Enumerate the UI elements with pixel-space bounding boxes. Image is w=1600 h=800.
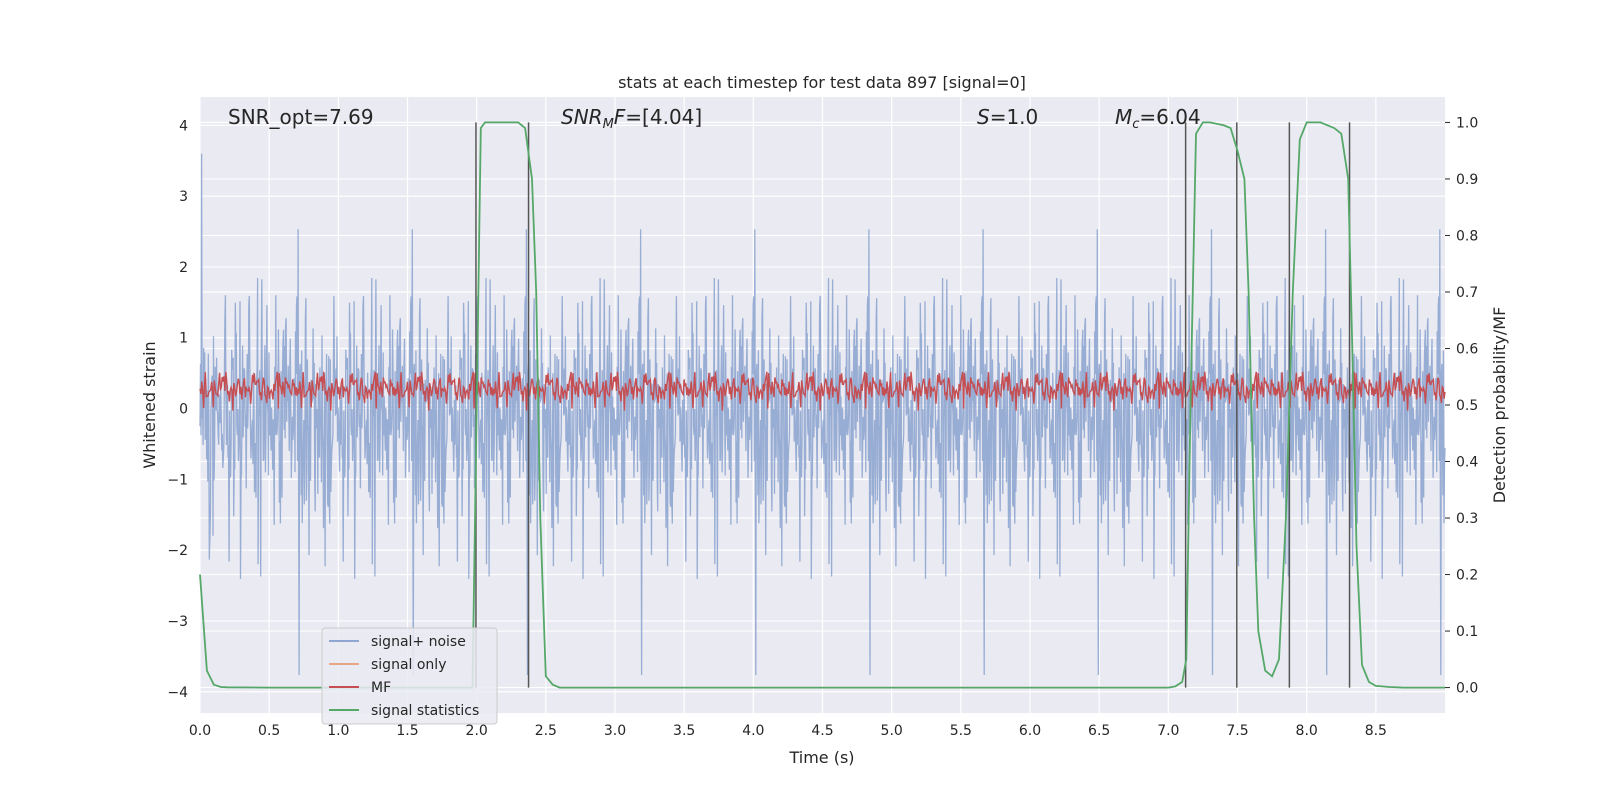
signal-statistics-line <box>199 121 1445 689</box>
y-tick-label: 1 <box>179 331 188 347</box>
x-tick-label: 8.5 <box>1365 723 1387 739</box>
y2-tick-label: 0.1 <box>1456 624 1478 640</box>
y-tick-label: 2 <box>179 260 188 276</box>
y2-tick-label: 0.2 <box>1456 568 1478 584</box>
y2-tick-label: 0.9 <box>1456 172 1478 188</box>
y-tick-label: −4 <box>167 685 188 701</box>
y2-tick-label: 0.8 <box>1456 228 1478 244</box>
x-tick-label: 7.0 <box>1157 723 1179 739</box>
annotation-snr-mf: SNRMF=[4.04] <box>561 105 702 132</box>
y2-tick-label: 0.3 <box>1456 511 1478 527</box>
y2-tick-label: 0.6 <box>1456 341 1478 357</box>
x-axis-label: Time (s) <box>788 748 854 767</box>
y2-axis-ticks: 1.0 0.9 0.8 0.7 0.6 0.5 0.4 0.3 0.2 0.1 0.0 <box>1445 115 1478 697</box>
y-tick-label: −2 <box>167 543 188 559</box>
x-axis-ticks: 0.0 0.5 1.0 1.5 2.0 2.5 3.0 3.5 4.0 4.5 5.0 5.5 6.0 6… <box>189 723 1387 739</box>
x-tick-label: 6.5 <box>1088 723 1110 739</box>
y-tick-label: −1 <box>167 472 188 488</box>
y2-tick-label: 0.5 <box>1456 398 1478 414</box>
y-tick-label: −3 <box>167 614 188 630</box>
x-tick-label: 6.0 <box>1019 723 1041 739</box>
signal-statistics-series <box>199 121 1445 689</box>
x-tick-label: 1.0 <box>327 723 349 739</box>
y-tick-label: 4 <box>179 118 188 134</box>
x-tick-label: 4.5 <box>811 723 833 739</box>
x-tick-label: 7.5 <box>1226 723 1248 739</box>
y2-tick-label: 0.7 <box>1456 285 1478 301</box>
x-tick-label: 5.5 <box>950 723 972 739</box>
legend: signal+ noise signal only MF signal stat… <box>321 627 498 725</box>
x-tick-label: 0.5 <box>258 723 280 739</box>
x-tick-label: 3.0 <box>604 723 626 739</box>
y-axis-ticks: 4 3 2 1 0 −1 −2 −3 −4 <box>167 118 188 700</box>
legend-box <box>321 627 498 725</box>
x-tick-label: 5.0 <box>881 723 903 739</box>
x-tick-label: 2.0 <box>466 723 488 739</box>
y-axis-label: Whitened strain <box>140 341 159 468</box>
x-tick-label: 3.5 <box>673 723 695 739</box>
annotation-mc: Mc=6.04 <box>1115 105 1201 132</box>
annotation-snr-opt: SNR_opt=7.69 <box>228 105 374 129</box>
legend-label-signal-only: signal only <box>371 657 446 673</box>
legend-label-signal-noise: signal+ noise <box>371 634 466 650</box>
chart-title: stats at each timestep for test data 897… <box>618 73 1026 92</box>
y2-axis-label: Detection probability/MF <box>1490 307 1509 504</box>
y-tick-label: 3 <box>179 189 188 205</box>
legend-label-mf: MF <box>371 680 391 696</box>
y2-tick-label: 0.0 <box>1456 681 1478 697</box>
y-tick-label: 0 <box>179 402 188 418</box>
x-tick-label: 8.0 <box>1296 723 1318 739</box>
y2-tick-label: 1.0 <box>1456 115 1478 131</box>
x-tick-label: 4.0 <box>742 723 764 739</box>
x-tick-label: 0.0 <box>189 723 211 739</box>
y2-tick-label: 0.4 <box>1456 455 1478 471</box>
annotation-s: S=1.0 <box>977 105 1038 129</box>
x-tick-label: 1.5 <box>396 723 418 739</box>
legend-label-signal-statistics: signal statistics <box>371 703 479 719</box>
x-tick-label: 2.5 <box>535 723 557 739</box>
